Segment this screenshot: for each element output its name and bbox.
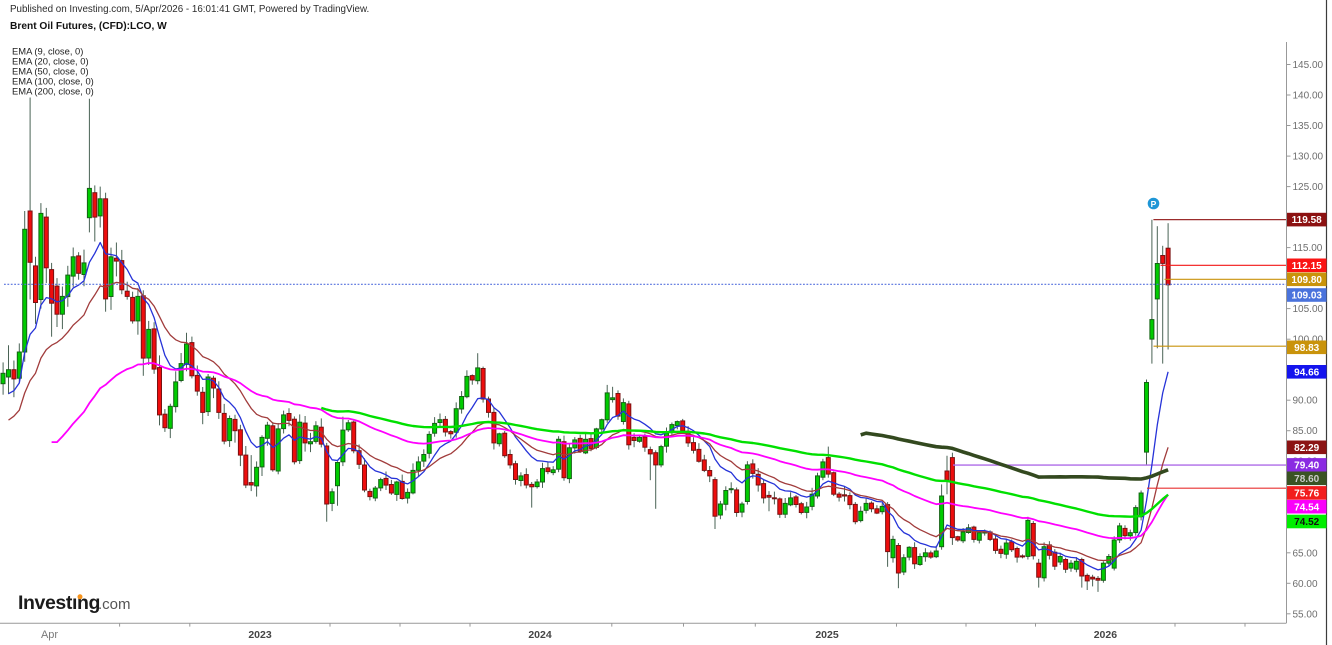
svg-text:55.00: 55.00 [1293, 609, 1318, 620]
svg-text:105.00: 105.00 [1293, 304, 1324, 315]
svg-text:109.80: 109.80 [1291, 275, 1322, 286]
svg-text:109.03: 109.03 [1291, 291, 1322, 302]
svg-text:Apr: Apr [41, 629, 58, 641]
svg-text:.com: .com [98, 596, 131, 613]
svg-text:EMA (20, close, 0): EMA (20, close, 0) [12, 56, 89, 67]
svg-text:2025: 2025 [815, 629, 839, 641]
svg-text:130.00: 130.00 [1293, 152, 1324, 163]
svg-text:112.15: 112.15 [1292, 261, 1322, 272]
svg-text:78.60: 78.60 [1294, 474, 1319, 485]
svg-text:EMA (200, close, 0): EMA (200, close, 0) [12, 86, 94, 97]
svg-text:100.00: 100.00 [1293, 335, 1324, 346]
svg-text:Brent Oil Futures, (CFD):LCO,: Brent Oil Futures, (CFD):LCO, W [10, 21, 167, 32]
svg-text:EMA (100, close, 0): EMA (100, close, 0) [12, 76, 94, 87]
svg-text:82.29: 82.29 [1294, 443, 1319, 454]
svg-text:85.00: 85.00 [1293, 426, 1318, 437]
svg-text:115.00: 115.00 [1293, 243, 1323, 254]
svg-text:P: P [1151, 199, 1157, 209]
svg-text:135.00: 135.00 [1293, 121, 1324, 132]
svg-text:75.76: 75.76 [1294, 489, 1319, 500]
svg-text:125.00: 125.00 [1293, 182, 1324, 193]
svg-text:119.58: 119.58 [1292, 215, 1322, 226]
svg-text:Published on Investing.com, 5/: Published on Investing.com, 5/Apr/2026 -… [10, 4, 369, 15]
svg-text:2023: 2023 [248, 629, 272, 641]
svg-text:145.00: 145.00 [1293, 60, 1324, 71]
svg-text:Investıng: Investıng [18, 592, 100, 614]
svg-text:79.40: 79.40 [1294, 461, 1319, 472]
svg-text:94.66: 94.66 [1294, 367, 1319, 378]
svg-text:EMA (50, close, 0): EMA (50, close, 0) [12, 66, 89, 77]
svg-text:2024: 2024 [528, 629, 552, 641]
svg-text:65.00: 65.00 [1293, 548, 1318, 559]
svg-text:74.54: 74.54 [1294, 502, 1319, 513]
svg-text:98.83: 98.83 [1294, 343, 1319, 354]
svg-text:EMA (9, close, 0): EMA (9, close, 0) [12, 46, 83, 57]
svg-text:2026: 2026 [1094, 629, 1118, 641]
svg-text:74.52: 74.52 [1294, 517, 1319, 528]
svg-text:60.00: 60.00 [1293, 579, 1318, 590]
svg-text:90.00: 90.00 [1293, 396, 1318, 407]
svg-text:140.00: 140.00 [1293, 91, 1324, 102]
